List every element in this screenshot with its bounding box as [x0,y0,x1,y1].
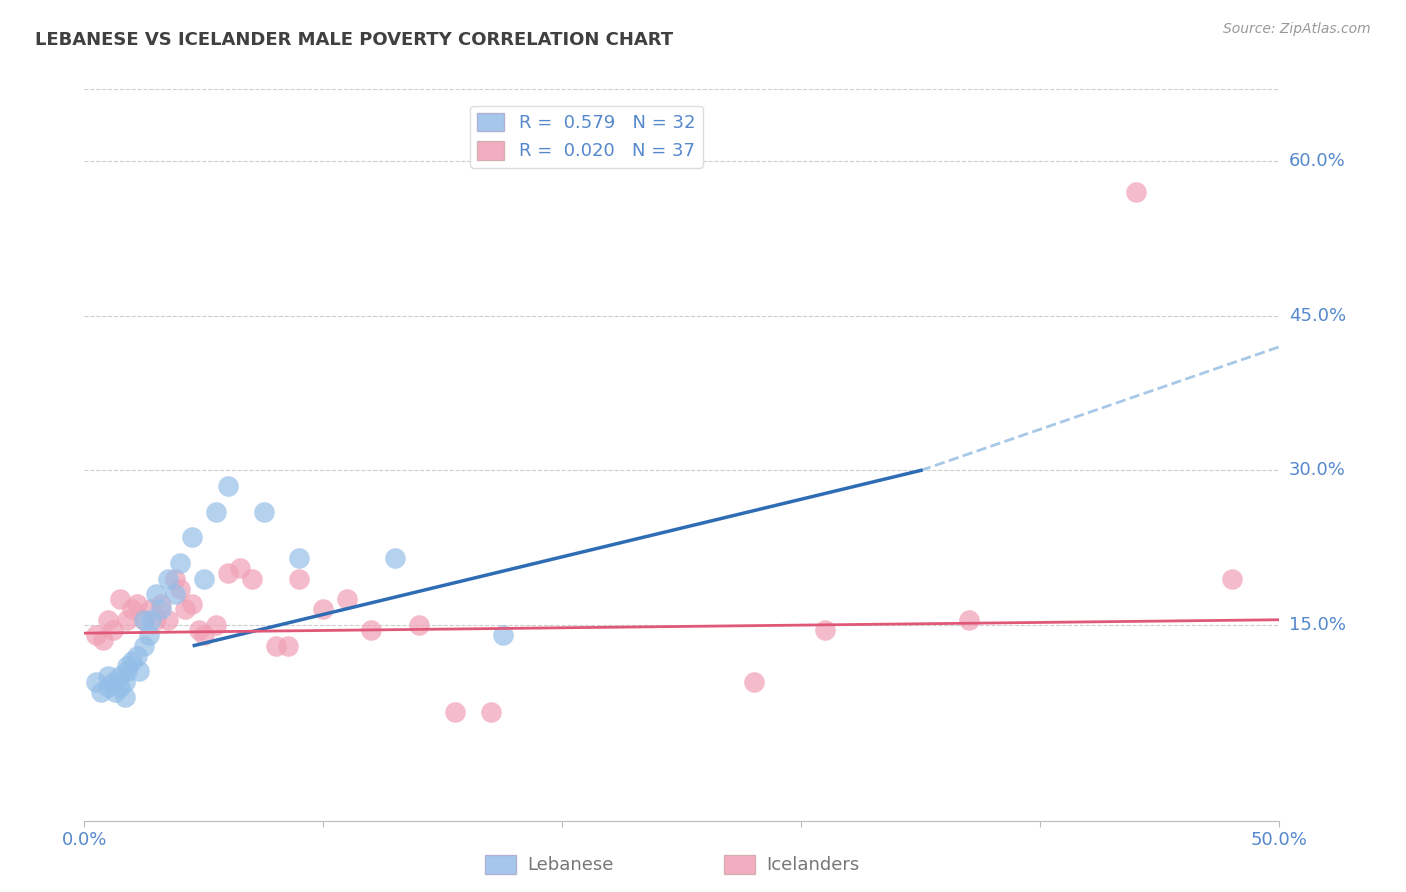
Point [141,613,163,627]
Point [165,587,187,601]
Point [253,505,276,519]
Text: Lebanese: Lebanese [527,856,613,874]
Point [97,613,120,627]
Point [97,669,120,683]
Point [90,685,112,699]
Point [86,674,108,689]
Point [110,680,132,694]
Text: 30.0%: 30.0% [1289,461,1346,479]
Text: Icelanders: Icelanders [766,856,859,874]
Point [264,639,287,653]
Point [125,648,148,663]
Point [114,674,136,689]
Point [957,613,980,627]
Point [132,613,156,627]
Point [1125,185,1147,199]
Point [97,680,120,694]
Point [188,623,211,637]
Point [110,669,132,683]
Point [1220,572,1243,586]
Point [479,706,502,720]
Text: 60.0%: 60.0% [1289,153,1346,170]
Point [110,592,132,607]
Text: Source: ZipAtlas.com: Source: ZipAtlas.com [1223,22,1371,37]
Point [93,633,115,648]
Point [101,623,124,637]
Point [128,665,150,679]
Point [121,602,143,616]
Point [814,623,837,637]
Point [125,597,148,611]
Point [117,659,139,673]
Point [181,597,204,611]
Point [312,602,335,616]
Point [288,550,311,565]
Legend: R =  0.579   N = 32, R =  0.020   N = 37: R = 0.579 N = 32, R = 0.020 N = 37 [470,105,703,168]
Point [138,628,160,642]
Text: LEBANESE VS ICELANDER MALE POVERTY CORRELATION CHART: LEBANESE VS ICELANDER MALE POVERTY CORRE… [35,31,673,49]
Point [117,665,139,679]
Point [165,572,187,586]
Point [229,561,252,575]
Point [205,505,228,519]
Point [157,572,180,586]
Point [145,613,167,627]
Point [408,618,430,632]
Point [336,592,359,607]
Text: 45.0%: 45.0% [1289,307,1346,325]
Point [173,602,195,616]
Point [132,613,156,627]
Point [86,628,108,642]
Point [360,623,382,637]
Point [145,587,167,601]
Point [217,479,239,493]
Point [117,613,139,627]
Point [104,685,127,699]
Point [288,572,311,586]
Text: 15.0%: 15.0% [1289,615,1346,634]
Point [277,639,299,653]
Point [444,706,467,720]
Point [181,530,204,544]
Point [132,639,156,653]
Point [101,674,124,689]
Point [384,550,406,565]
Point [149,597,172,611]
Point [121,654,143,668]
Point [492,628,515,642]
Point [240,572,263,586]
Point [169,556,191,570]
Point [169,582,191,596]
Point [193,572,215,586]
Point [193,628,215,642]
Point [149,602,172,616]
Point [114,690,136,704]
Point [217,566,239,581]
Point [742,674,765,689]
Point [205,618,228,632]
Point [141,602,163,616]
Point [157,613,180,627]
